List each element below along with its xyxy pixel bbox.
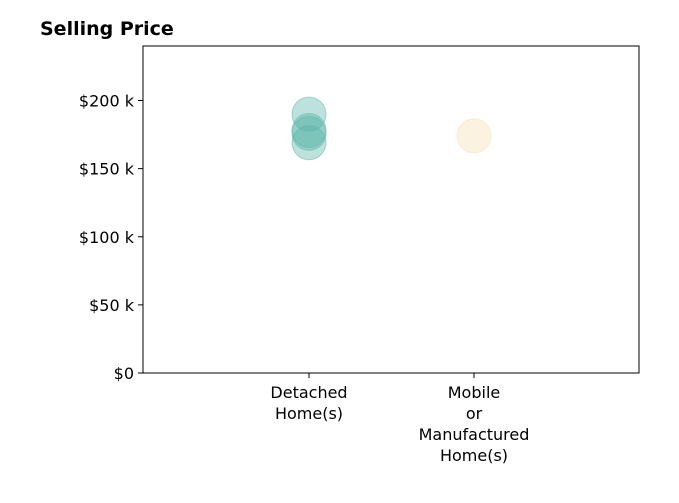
data-point [291, 96, 327, 132]
y-tick-label: $50 k [89, 296, 135, 315]
x-axis: Detached Home(s) Mobile or Manufactured Home(… [270, 373, 529, 465]
y-tick-label: $0 [114, 364, 134, 383]
data-point [291, 115, 327, 151]
x-tick-label: or [466, 404, 483, 423]
y-tick-label: $200 k [79, 92, 135, 111]
x-tick-label: Mobile [448, 383, 500, 402]
data-point [291, 125, 327, 161]
y-tick-label: $150 k [79, 160, 135, 179]
x-tick-label: Manufactured [419, 425, 530, 444]
x-tick-label: Detached [270, 383, 347, 402]
chart-title: Selling Price [40, 18, 174, 40]
y-axis: $0 $50 k $100 k $150 k $200 k [79, 92, 143, 383]
x-tick-label: Home(s) [275, 404, 343, 423]
y-tick-label: $100 k [79, 228, 135, 247]
data-points [291, 96, 492, 161]
plot-area-frame [142, 45, 640, 374]
x-tick-label: Home(s) [440, 446, 508, 465]
data-point [456, 118, 492, 154]
